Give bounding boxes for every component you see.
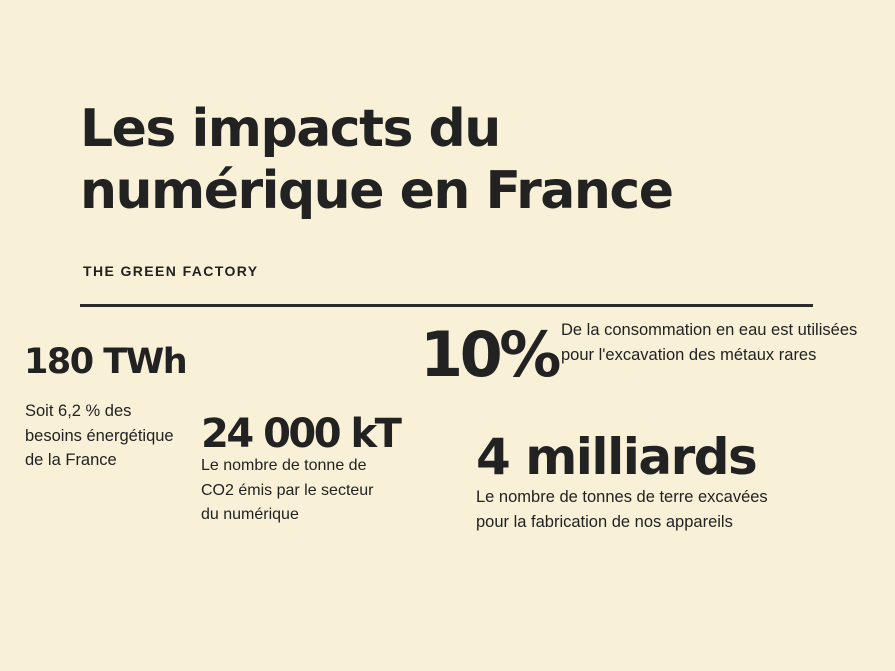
stat-co2-description: Le nombre de tonne de CO2 émis par le se…	[201, 457, 374, 523]
stat-energy-description: Soit 6,2 % des besoins énergétique de la…	[25, 402, 174, 469]
page-title: Les impacts du numérique en France	[80, 99, 674, 221]
divider	[80, 304, 813, 307]
stat-water-description: De la consommation en eau est utilisées …	[561, 321, 858, 364]
stat-water-value: 10%	[420, 318, 561, 391]
stat-co2-value: 24 000 kT	[201, 411, 402, 457]
stat-earth-value: 4 milliards	[476, 428, 758, 486]
stat-energy-value: 180 TWh	[24, 342, 188, 382]
stat-earth-description: Le nombre de tonnes de terre excavées po…	[476, 488, 768, 531]
brand-subtitle: THE GREEN FACTORY	[83, 263, 259, 279]
